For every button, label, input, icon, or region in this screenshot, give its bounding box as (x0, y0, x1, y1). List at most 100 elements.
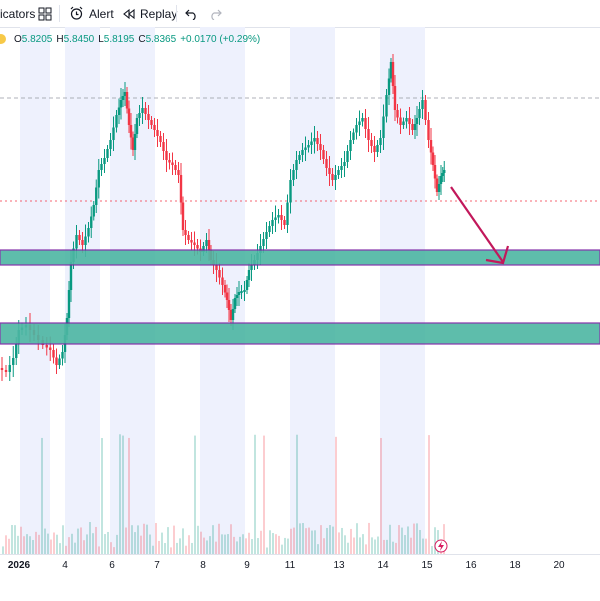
volume-bar (125, 527, 127, 554)
volume-bar (140, 535, 142, 554)
candle-body (391, 62, 395, 86)
volume-bar (131, 525, 133, 554)
volume-bar (272, 532, 274, 554)
volume-bar (323, 538, 325, 554)
candle-body (231, 309, 235, 320)
candle-body (90, 216, 93, 228)
candle-body (235, 295, 239, 298)
volume-bar (353, 537, 355, 554)
volume-bar (14, 525, 16, 554)
candle-body (0, 368, 4, 370)
volume-bar (41, 437, 43, 554)
candle-body (190, 240, 193, 243)
candle-body (389, 62, 393, 79)
candle-body (112, 127, 115, 140)
volume-bar (56, 534, 58, 554)
candle-body (250, 265, 253, 270)
candle-body (268, 226, 271, 232)
volume-bar (344, 535, 346, 554)
candle-body (168, 160, 171, 163)
time-axis-label: 4 (62, 560, 68, 571)
volume-bar (311, 530, 313, 554)
time-axis-label: 7 (154, 560, 160, 571)
candle-body (337, 170, 340, 175)
candle-body (49, 347, 52, 350)
volume-bar (275, 534, 277, 554)
open-value: 5.8205 (21, 33, 53, 45)
candle-body (69, 262, 73, 290)
volume-bar (164, 543, 166, 554)
volume-bar (233, 536, 235, 554)
volume-bar (431, 546, 433, 554)
time-axis-label: 2026 (7, 560, 31, 571)
candle-body (373, 146, 376, 152)
replay-label: Replay (140, 6, 178, 21)
time-axis-label: 8 (200, 560, 206, 571)
layout-icon[interactable] (38, 0, 52, 27)
candle-body (243, 290, 246, 292)
volume-bar (188, 535, 190, 554)
candle-body (433, 165, 437, 179)
candle-body (237, 292, 241, 295)
candle-body (138, 113, 141, 118)
close-label: C (138, 33, 146, 45)
volume-bar (359, 537, 361, 554)
volume-bar (302, 523, 304, 554)
undo-button[interactable] (185, 0, 198, 27)
session-band (65, 27, 100, 554)
volume-bar (335, 436, 337, 554)
candle-body (421, 100, 424, 109)
indicators-button[interactable]: icators (0, 0, 35, 27)
volume-bar (308, 527, 310, 554)
candle-body (58, 358, 61, 365)
candle-body (84, 236, 87, 245)
high-value: 5.8450 (63, 33, 95, 45)
session-band (20, 27, 50, 554)
candle-body (413, 124, 417, 130)
volume-bar (212, 525, 214, 554)
alert-button[interactable]: Alert (69, 0, 114, 27)
candle-body (97, 170, 100, 188)
candle-body (61, 352, 64, 359)
candle-body (187, 235, 190, 240)
volume-bar (227, 534, 229, 554)
volume-bar (11, 525, 13, 554)
volume-bar (218, 523, 220, 554)
volume-bar (221, 534, 223, 554)
volume-bar (404, 535, 406, 554)
redo-icon (211, 9, 222, 20)
volume-bar (59, 543, 61, 554)
price-chart[interactable] (0, 27, 600, 554)
replay-button[interactable]: Replay (123, 0, 177, 27)
volume-bar (146, 524, 148, 554)
candle-body (78, 235, 81, 240)
time-axis[interactable]: 2026 4 6 7 8 9 11 13 14 15 16 18 20 (0, 554, 600, 601)
volume-bar (443, 524, 445, 554)
candle-body (106, 149, 109, 158)
alarm-clock-icon (70, 6, 83, 20)
candle-body (153, 125, 156, 130)
volume-bar (425, 538, 427, 554)
volume-bar (257, 538, 259, 554)
volume-bar (65, 545, 67, 554)
volume-bar (389, 524, 391, 554)
redo-button[interactable] (209, 0, 222, 27)
time-axis-label: 6 (109, 560, 115, 571)
volume-bar (122, 435, 124, 554)
candle-body (171, 162, 174, 165)
volume-bar (398, 525, 400, 554)
candle-body (399, 117, 402, 125)
volume-bar (269, 530, 271, 554)
candle-body (109, 140, 112, 149)
change-value: +0.0170 (+0.29%) (180, 33, 261, 45)
volume-bar (407, 526, 409, 554)
candle-body (408, 118, 411, 124)
volume-bar (38, 534, 40, 554)
volume-bar (371, 537, 373, 554)
candle-body (131, 137, 135, 150)
open-label: O (14, 33, 22, 45)
volume-bar (380, 438, 382, 554)
volume-bar (413, 523, 415, 554)
candle-body (229, 310, 233, 320)
candle-body (435, 178, 439, 192)
